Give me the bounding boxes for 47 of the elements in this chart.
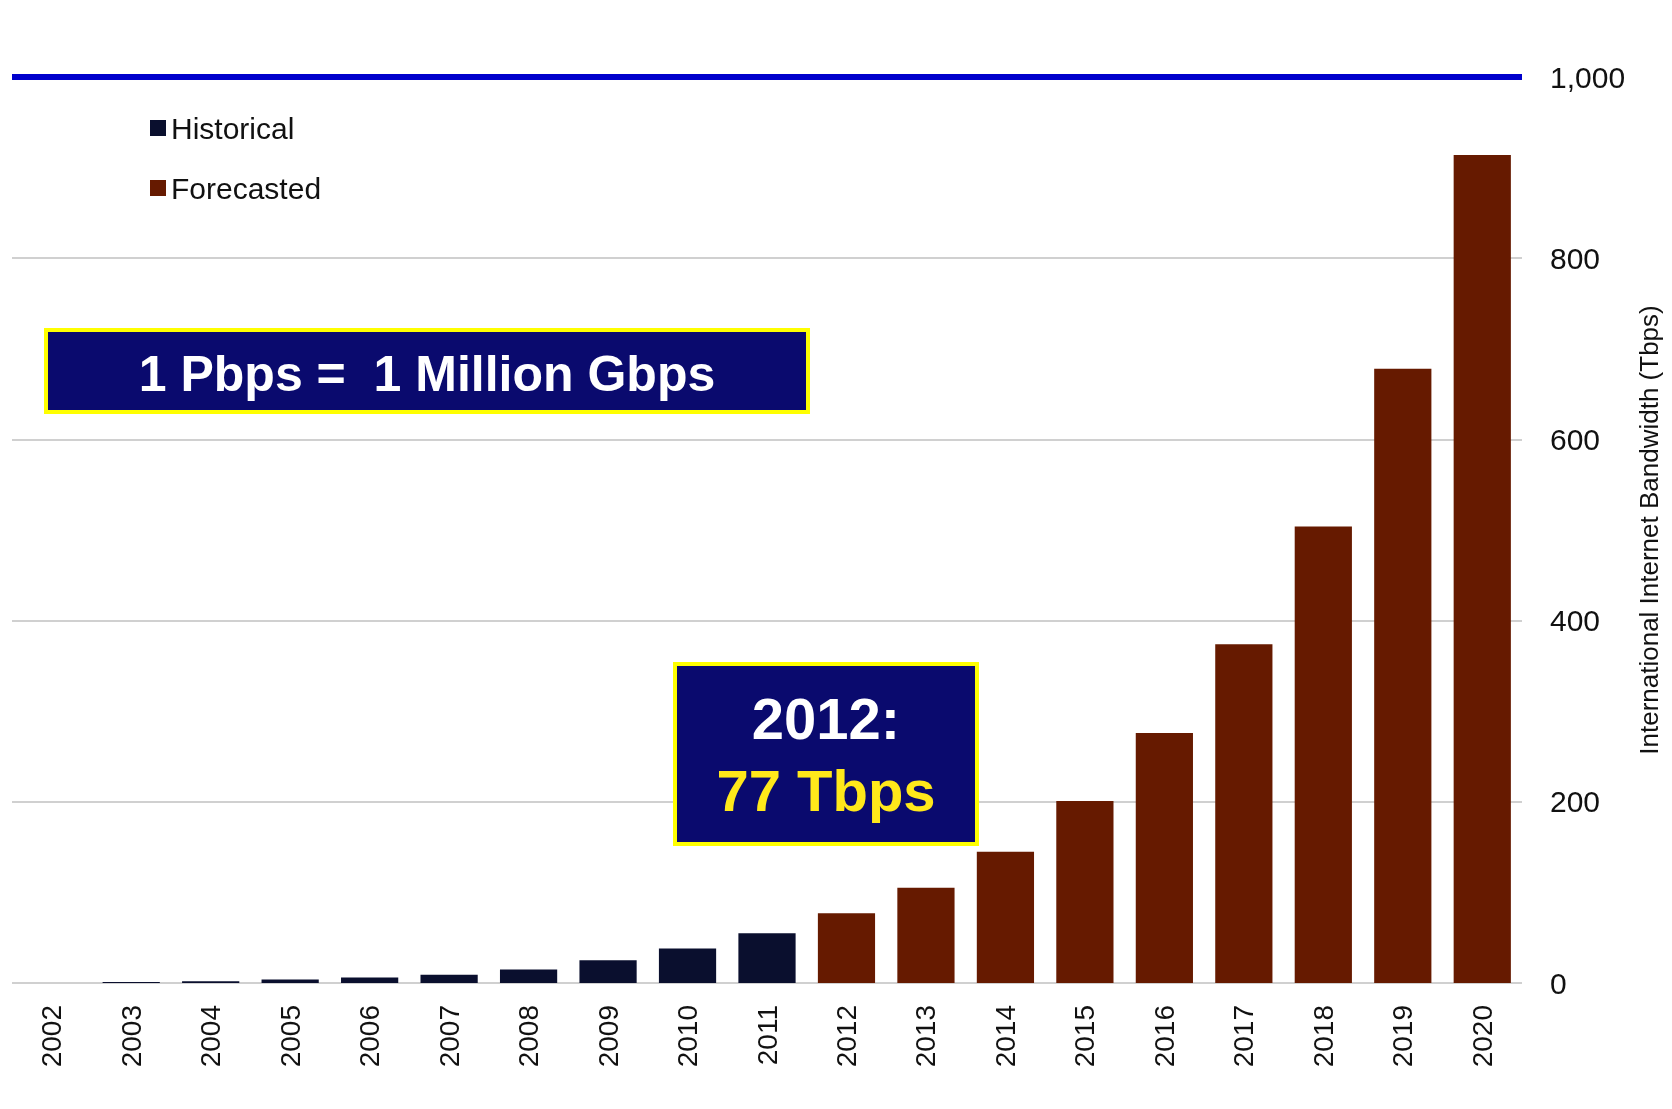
x-tick-label: 2011: [751, 1005, 783, 1066]
x-tick-label: 2005: [274, 1005, 306, 1068]
bar: [420, 974, 478, 983]
x-tick-label: 2019: [1387, 1005, 1419, 1068]
x-tick-label: 2003: [115, 1005, 147, 1068]
legend-label: Forecasted: [171, 171, 322, 205]
caption-box: 1 Pbps = 1 Million Gbps: [44, 328, 810, 414]
y-tick-label: 0: [1550, 966, 1567, 1000]
x-tick-label: 2006: [354, 1005, 386, 1068]
x-tick-label: 2007: [433, 1005, 465, 1068]
bar: [738, 933, 796, 983]
annotation: 77 Tbps: [716, 757, 936, 823]
x-tick-label: 2018: [1307, 1005, 1339, 1068]
x-tick-label: 2020: [1466, 1005, 1498, 1068]
bar: [261, 979, 319, 983]
bar: [579, 960, 637, 983]
x-tick-label: 2013: [910, 1005, 942, 1068]
bar: [1374, 368, 1432, 983]
y-tick-label: 1,000: [1550, 60, 1626, 94]
bar: [341, 977, 399, 983]
bar: [1453, 154, 1511, 983]
y-tick-label: 800: [1550, 241, 1601, 275]
annotation: 2012:: [751, 685, 901, 751]
bar: [976, 851, 1035, 983]
x-tick-label: 2016: [1148, 1005, 1180, 1068]
x-tick-label: 2014: [989, 1005, 1021, 1068]
bar: [1056, 800, 1114, 983]
bar: [897, 887, 955, 983]
x-tick-label: 2008: [513, 1005, 545, 1068]
bar: [499, 969, 558, 983]
y-tick-label: 600: [1550, 422, 1601, 456]
x-tick-label: 2002: [36, 1005, 68, 1068]
bar: [1215, 644, 1273, 983]
x-tick-label: 2015: [1069, 1005, 1101, 1068]
x-tick-label: 2012: [830, 1005, 862, 1068]
y-axis-title: International Internet Bandwidth (Tbps): [1633, 305, 1664, 755]
y-tick-label: 200: [1550, 785, 1601, 819]
legend-label: Historical: [171, 111, 295, 145]
bar: [658, 948, 717, 983]
bar: [1294, 526, 1352, 983]
y-tick-label: 400: [1550, 604, 1601, 638]
x-tick-label: 2009: [592, 1005, 624, 1068]
x-tick-label: 2017: [1228, 1005, 1260, 1068]
bar: [1135, 732, 1193, 983]
x-tick-label: 2004: [195, 1005, 227, 1068]
x-tick-label: 2010: [672, 1005, 704, 1068]
bar: [817, 913, 876, 983]
